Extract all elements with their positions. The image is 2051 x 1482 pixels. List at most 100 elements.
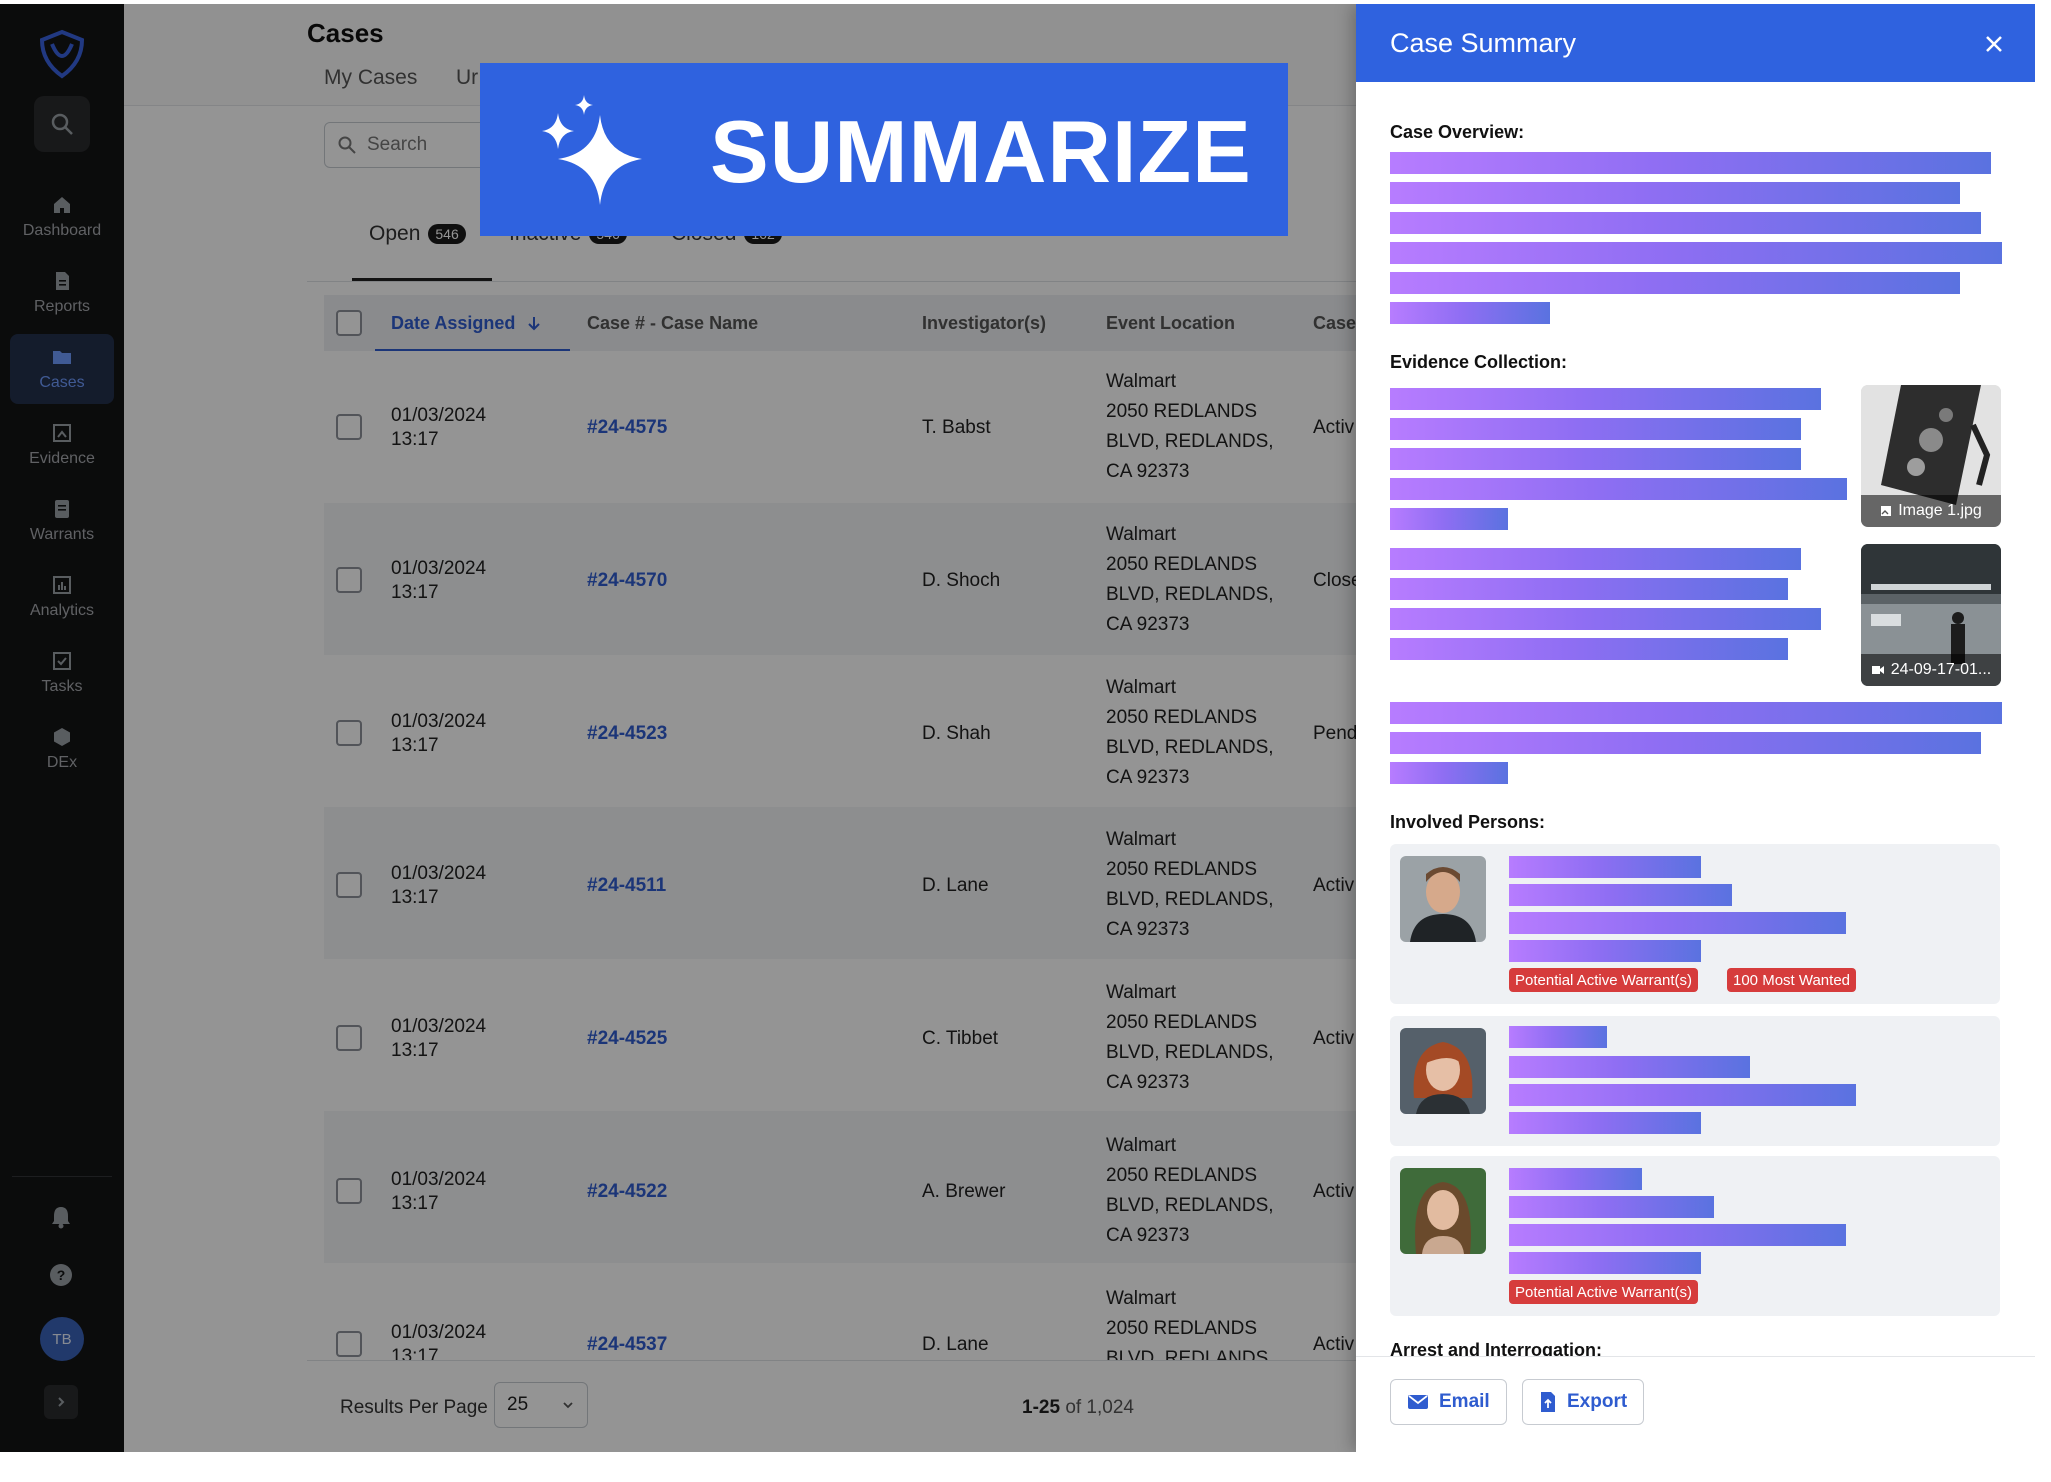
help-icon[interactable]: ? (48, 1262, 74, 1288)
close-icon[interactable] (1982, 32, 2006, 56)
redacted-text-bar (1390, 242, 2002, 264)
investigator-cell: D. Shah (922, 723, 991, 744)
shield-logo-icon[interactable] (36, 28, 88, 80)
time-cell: 13:17 (391, 1346, 439, 1360)
redacted-text-bar (1390, 508, 1508, 530)
bell-icon[interactable] (48, 1204, 74, 1230)
location-line: Walmart (1106, 1135, 1177, 1156)
selected-value: 25 (507, 1394, 529, 1415)
expand-sidebar-button[interactable] (44, 1385, 78, 1419)
redacted-text-bar (1390, 272, 1960, 294)
date-cell: 01/03/2024 (391, 1169, 487, 1190)
column-header-case[interactable]: Case # - Case Name (587, 313, 759, 333)
thumbnail-filename: Image 1.jpg (1898, 502, 1982, 519)
row-checkbox[interactable] (336, 1331, 362, 1357)
row-checkbox[interactable] (336, 1178, 362, 1204)
person-photo (1400, 856, 1486, 942)
row-checkbox[interactable] (336, 872, 362, 898)
panel-footer: Email Export (1356, 1356, 2035, 1452)
location-line: 2050 REDLANDS (1106, 1012, 1258, 1033)
redacted-text-bar (1390, 608, 1821, 630)
date-cell: 01/03/2024 (391, 558, 487, 579)
hexagon-icon (54, 728, 70, 746)
tab-open[interactable]: Open 546 (369, 222, 466, 246)
redacted-text-bar (1509, 856, 1701, 878)
table-row[interactable]: 01/03/2024 13:17 #24-4525 C. Tibbet Walm… (324, 959, 2035, 1111)
section-title-overview: Case Overview: (1390, 122, 1525, 142)
export-button[interactable]: Export (1522, 1379, 1645, 1425)
table-row[interactable]: 01/03/2024 13:17 #24-4537 D. Lane Walmar… (324, 1263, 2035, 1360)
global-search-button[interactable] (34, 96, 90, 152)
sidebar-item-evidence[interactable]: Evidence (10, 410, 114, 480)
status-cell: Activ (1313, 1181, 1355, 1202)
case-link[interactable]: #24-4570 (587, 570, 668, 591)
sidebar-item-reports[interactable]: Reports (10, 258, 114, 328)
folder-icon (53, 351, 71, 364)
document-icon (56, 272, 69, 290)
investigator-cell: D. Lane (922, 875, 989, 896)
person-card[interactable] (1390, 1016, 2000, 1146)
row-checkbox[interactable] (336, 1025, 362, 1051)
person-avatar-image (1400, 1028, 1486, 1114)
case-link[interactable]: #24-4511 (587, 875, 667, 896)
redacted-text-bar (1390, 732, 1981, 754)
search-placeholder: Search (367, 134, 428, 155)
table-row[interactable]: 01/03/2024 13:17 #24-4575 T. Babst Walma… (324, 351, 2035, 503)
redacted-text-bar (1509, 912, 1846, 934)
column-header-investigator[interactable]: Investigator(s) (922, 313, 1047, 333)
case-link[interactable]: #24-4523 (587, 723, 668, 744)
summarize-banner: SUMMARIZE (480, 63, 1288, 236)
redacted-text-bar (1509, 884, 1732, 906)
person-card[interactable]: Potential Active Warrant(s) (1390, 1156, 2000, 1316)
sidebar-item-dex[interactable]: DEx (10, 714, 114, 784)
location-line: CA 92373 (1106, 1225, 1190, 1246)
redacted-text-bar (1390, 418, 1801, 440)
results-per-page-label: Results Per Page (340, 1397, 488, 1418)
column-header-date[interactable]: Date Assigned (391, 313, 542, 334)
sidebar-item-cases[interactable]: Cases (10, 334, 114, 404)
case-link[interactable]: #24-4575 (587, 417, 668, 438)
case-summary-panel: Case Summary Case Overview: Evidence Col… (1356, 4, 2035, 1452)
redacted-text-bar (1509, 1224, 1846, 1246)
row-checkbox[interactable] (336, 414, 362, 440)
case-link[interactable]: #24-4537 (587, 1334, 668, 1355)
column-header-status[interactable]: Case (1313, 313, 1357, 333)
status-cell: Close (1313, 570, 1362, 591)
sidebar-item-warrants[interactable]: Warrants (10, 486, 114, 556)
location-line: Walmart (1106, 1288, 1177, 1309)
person-card[interactable]: Potential Active Warrant(s) 100 Most Wan… (1390, 844, 2000, 1004)
location-line: Walmart (1106, 524, 1177, 545)
redacted-text-bar (1390, 702, 2002, 724)
case-link[interactable]: #24-4522 (587, 1181, 668, 1202)
sidebar-item-tasks[interactable]: Tasks (10, 638, 114, 708)
evidence-image-thumbnail[interactable]: Image 1.jpg (1861, 385, 2001, 527)
sidebar-item-dashboard[interactable]: Dashboard (10, 182, 114, 252)
tab-unassigned[interactable]: Ur (456, 66, 479, 89)
table-row[interactable]: 01/03/2024 13:17 #24-4523 D. Shah Walmar… (324, 655, 2035, 807)
investigator-cell: D. Shoch (922, 570, 1001, 591)
tabs-divider (307, 281, 2035, 282)
sidebar-item-analytics[interactable]: Analytics (10, 562, 114, 632)
column-header-location[interactable]: Event Location (1106, 313, 1236, 333)
banner-title: SUMMARIZE (710, 102, 1252, 201)
row-checkbox[interactable] (336, 567, 362, 593)
count-badge: 546 (428, 224, 466, 244)
select-all-checkbox[interactable] (336, 310, 362, 336)
redacted-text-bar (1390, 212, 1981, 234)
evidence-video-thumbnail[interactable]: 24-09-17-01... (1861, 544, 2001, 686)
results-per-page-select[interactable]: 25 (494, 1382, 588, 1428)
person-photo (1400, 1028, 1486, 1114)
sidebar-item-label: DEx (46, 754, 78, 771)
tab-my-cases[interactable]: My Cases (324, 66, 418, 89)
panel-title: Case Summary (1390, 28, 1577, 58)
location-line: 2050 REDLANDS (1106, 554, 1258, 575)
case-link[interactable]: #24-4525 (587, 1028, 668, 1049)
redacted-text-bar (1390, 302, 1550, 324)
redacted-text-bar (1509, 1196, 1714, 1218)
email-button[interactable]: Email (1390, 1379, 1507, 1425)
home-icon (54, 197, 70, 213)
row-checkbox[interactable] (336, 720, 362, 746)
warrant-tag: Potential Active Warrant(s) (1509, 968, 1699, 992)
bar-chart-icon (53, 576, 71, 594)
user-avatar[interactable]: TB (40, 1317, 84, 1361)
